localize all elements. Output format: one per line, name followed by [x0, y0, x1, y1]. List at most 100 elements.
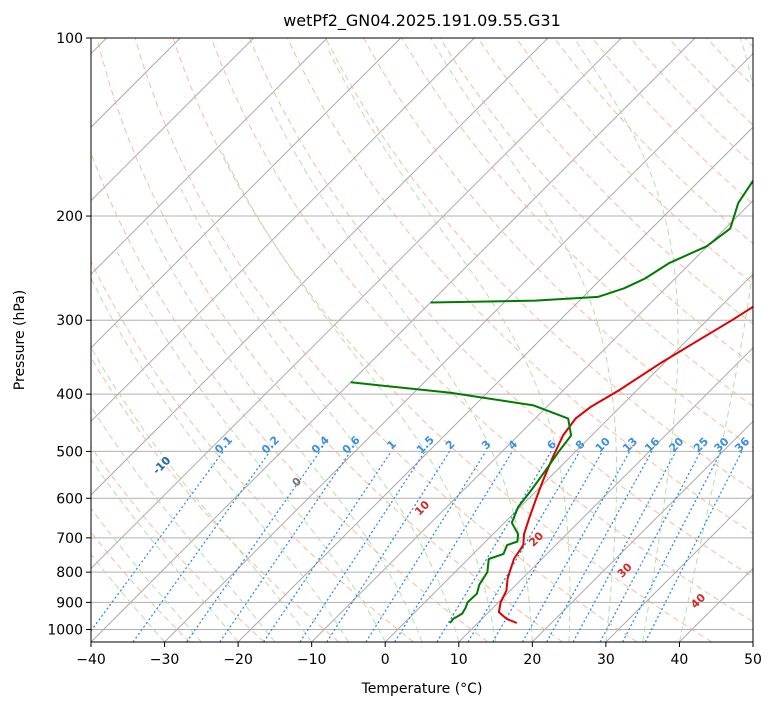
mixing-ratio-label: 3 — [479, 438, 494, 453]
dry-adiabat-line — [91, 260, 414, 642]
dry-adiabat-line — [91, 356, 340, 642]
moist-adiabat-line — [430, 38, 618, 642]
moist-adiabat-label: 30 — [615, 560, 635, 580]
isotherm-line — [91, 38, 475, 423]
y-tick-label: 1000 — [47, 622, 83, 638]
dry-adiabat-line — [706, 38, 753, 87]
y-axis-label: Pressure (hPa) — [12, 290, 28, 390]
mixing-ratio-line — [299, 451, 426, 642]
isotherm-line — [605, 494, 753, 642]
isotherm-line — [531, 420, 753, 642]
x-tick-label: 0 — [381, 652, 390, 668]
isotherm-line — [679, 567, 753, 642]
y-tick-label: 400 — [56, 387, 83, 403]
temperature-line — [497, 305, 753, 624]
dry-adiabat-line — [91, 151, 489, 642]
moist-adiabat-line — [91, 405, 276, 642]
mixing-ratio-label: 25 — [691, 435, 711, 455]
x-tick-label: 20 — [523, 652, 541, 668]
dry-adiabat-line — [439, 38, 753, 366]
moist-adiabat-line — [573, 38, 679, 642]
moist-adiabat-line — [91, 278, 349, 642]
plot-frame — [90, 37, 754, 643]
isotherm-line — [91, 38, 696, 642]
mixing-ratio-line — [546, 451, 653, 642]
y-tick-label: 700 — [56, 531, 83, 547]
x-tick-label: −10 — [297, 652, 327, 668]
x-axis-label: Temperature (°C) — [361, 681, 483, 697]
mixing-ratio-line — [186, 451, 321, 642]
dry-adiabat-line — [515, 38, 753, 285]
x-tick-label: 50 — [744, 652, 762, 668]
moist-adiabat-line — [220, 150, 497, 642]
mixing-ratio-label: 1.5 — [414, 433, 437, 456]
dry-adiabat-line — [172, 38, 713, 642]
dry-adiabat-line — [210, 38, 753, 623]
x-tick-label: 30 — [597, 652, 615, 668]
dry-adiabat-line — [668, 38, 753, 126]
chart-title: wetPf2_GN04.2025.191.09.55.G31 — [283, 11, 561, 31]
mixing-ratio-line — [599, 451, 702, 642]
y-tick-label: 200 — [56, 209, 83, 225]
moist-adiabat-line — [269, 105, 533, 642]
isotherm-line — [91, 38, 402, 349]
y-tick-label: 500 — [56, 444, 83, 460]
isotherm-line — [752, 641, 753, 642]
mixing-ratio-line — [326, 451, 451, 642]
isotherm-line — [91, 38, 255, 202]
dry-adiabat-line — [91, 445, 265, 642]
moist-adiabat-line — [678, 38, 753, 642]
y-tick-label: 100 — [56, 31, 83, 47]
mixing-ratio-line — [365, 451, 487, 642]
mixing-ratio-line — [91, 451, 224, 632]
mixing-ratio-line — [644, 451, 743, 642]
isotherm-line — [164, 52, 753, 642]
dry-adiabat-line — [325, 38, 753, 491]
dry-adiabat-line — [248, 38, 753, 578]
x-tick-label: −30 — [150, 652, 180, 668]
dry-adiabat-label: -10 — [150, 454, 173, 477]
moist-adiabat-label: 40 — [688, 591, 708, 611]
moist-adiabat-line — [180, 188, 460, 642]
dry-adiabat-line — [591, 38, 753, 205]
dry-adiabat-line — [134, 38, 638, 642]
moist-adiabat-line — [91, 458, 239, 642]
moist-adiabat-line — [91, 346, 313, 642]
mixing-ratio-line — [572, 451, 677, 642]
dewpoint-line — [350, 381, 573, 624]
isotherm-line — [91, 38, 328, 275]
mixing-ratio-line — [219, 451, 352, 642]
dewpoint-line — [430, 178, 753, 304]
moist-adiabat-label: 0 — [290, 474, 305, 489]
isotherm-line — [91, 38, 549, 496]
dry-adiabat-line — [96, 38, 563, 642]
mixing-ratio-line — [132, 451, 271, 642]
mixing-ratio-label: 0.4 — [309, 433, 332, 456]
isotherm-line — [237, 126, 753, 642]
line-labels: 0.10.20.40.611.52346810131620253036-100-… — [61, 413, 752, 611]
isotherm-line — [311, 199, 753, 642]
mixing-ratio-line — [467, 451, 581, 642]
mixing-ratio-line — [263, 451, 392, 642]
moist-adiabat-line — [328, 50, 571, 642]
isotherm-line — [384, 273, 753, 642]
y-tick-label: 600 — [56, 491, 83, 507]
x-tick-label: −40 — [76, 652, 106, 668]
dry-adiabat-line — [286, 38, 753, 535]
x-axis: −40 −30 −20 −10 0 10 20 30 40 50 — [76, 642, 762, 668]
mixing-ratio-label: 0.6 — [340, 433, 363, 456]
dry-adiabat-line — [744, 38, 753, 48]
background-lines — [91, 38, 753, 642]
mixing-ratio-label: 4 — [506, 437, 521, 452]
isotherm-line — [91, 38, 622, 570]
sounding-lines — [350, 178, 753, 624]
dry-adiabat-line — [91, 531, 191, 642]
mixing-ratio-line — [492, 451, 603, 642]
x-tick-label: −20 — [223, 652, 253, 668]
mixing-ratio-line — [521, 451, 631, 642]
dry-adiabat-label: -20 — [61, 413, 84, 436]
x-tick-label: 40 — [671, 652, 689, 668]
y-tick-label: 300 — [56, 313, 83, 329]
moist-adiabat-line — [116, 251, 386, 642]
